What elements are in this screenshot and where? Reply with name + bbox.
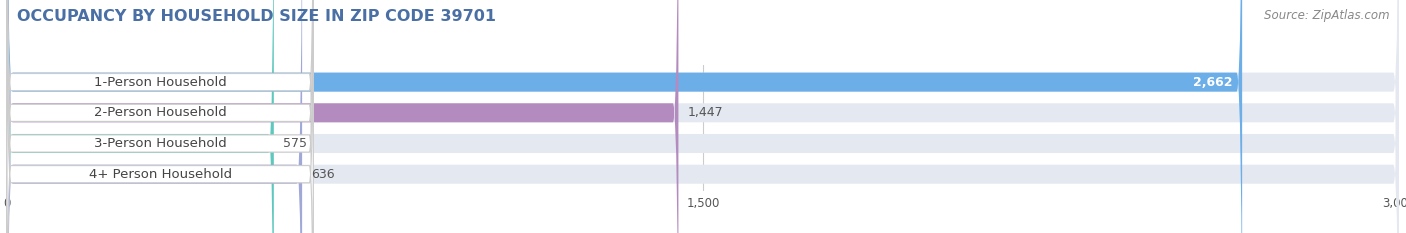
FancyBboxPatch shape [7, 0, 314, 233]
FancyBboxPatch shape [7, 0, 274, 233]
FancyBboxPatch shape [7, 0, 1399, 233]
FancyBboxPatch shape [7, 0, 1399, 233]
Text: 2,662: 2,662 [1194, 76, 1233, 89]
Text: 3-Person Household: 3-Person Household [94, 137, 226, 150]
FancyBboxPatch shape [7, 0, 679, 233]
Text: Source: ZipAtlas.com: Source: ZipAtlas.com [1264, 9, 1389, 22]
FancyBboxPatch shape [7, 0, 1399, 233]
Text: 636: 636 [311, 168, 335, 181]
FancyBboxPatch shape [7, 0, 314, 233]
FancyBboxPatch shape [7, 0, 314, 233]
Text: 1-Person Household: 1-Person Household [94, 76, 226, 89]
FancyBboxPatch shape [7, 0, 302, 233]
FancyBboxPatch shape [7, 0, 314, 233]
Text: 575: 575 [283, 137, 307, 150]
Text: OCCUPANCY BY HOUSEHOLD SIZE IN ZIP CODE 39701: OCCUPANCY BY HOUSEHOLD SIZE IN ZIP CODE … [17, 9, 496, 24]
FancyBboxPatch shape [7, 0, 1399, 233]
Text: 2-Person Household: 2-Person Household [94, 106, 226, 119]
Text: 4+ Person Household: 4+ Person Household [89, 168, 232, 181]
FancyBboxPatch shape [7, 0, 1241, 233]
Text: 1,447: 1,447 [688, 106, 723, 119]
